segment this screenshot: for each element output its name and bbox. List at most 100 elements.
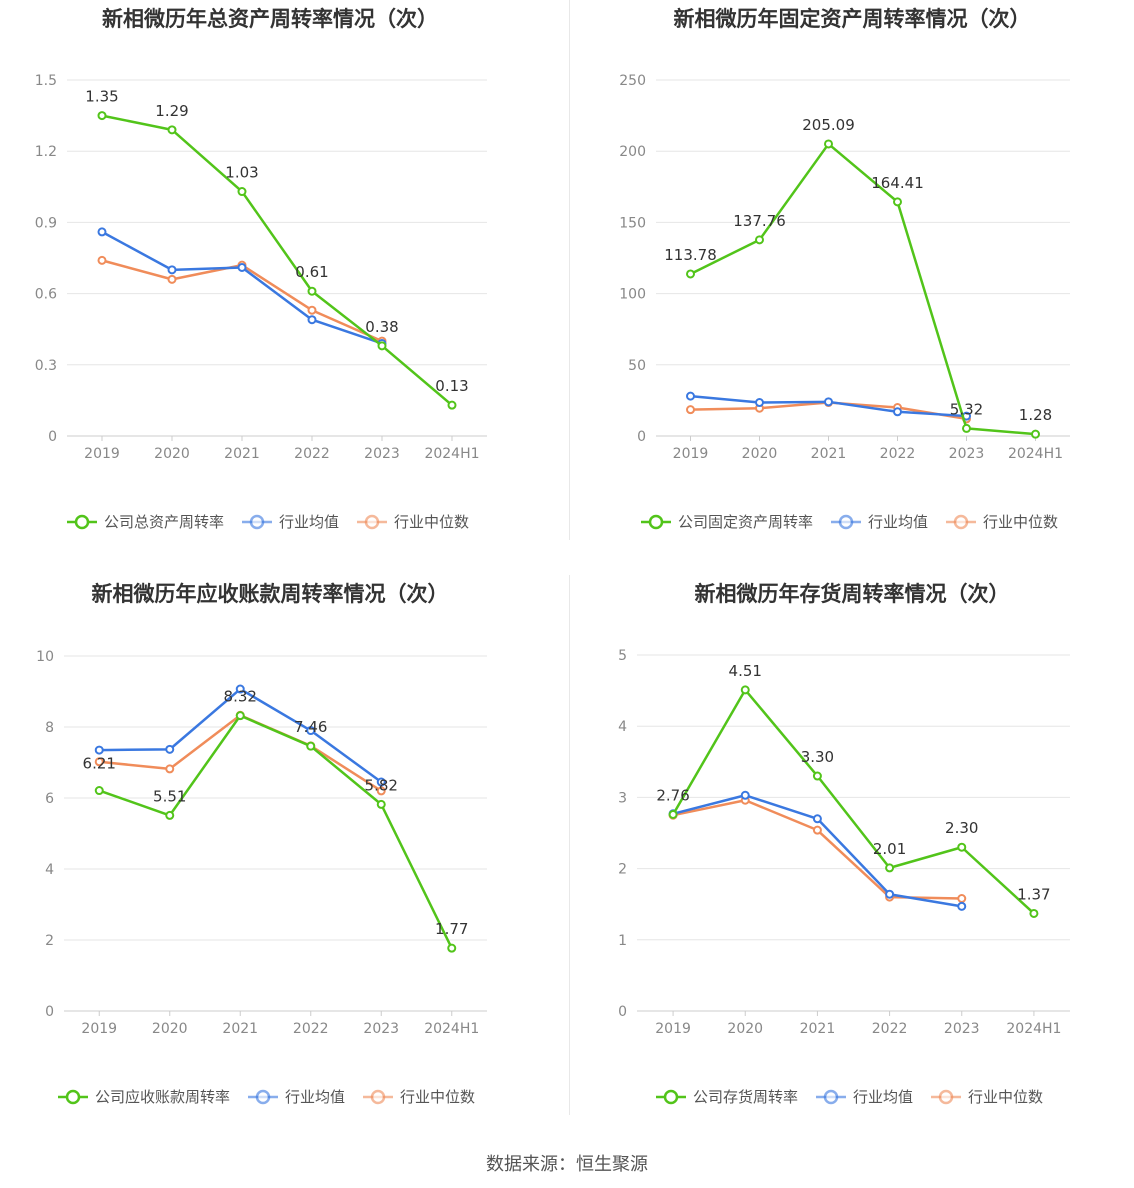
data-point-company — [1031, 429, 1040, 439]
data-point-company — [824, 139, 833, 149]
data-source-note: 数据来源：恒生聚源 — [486, 1154, 648, 1175]
legend-item-company: 公司总资产周转率 — [67, 513, 224, 531]
x-tick-label: 2020 — [727, 1021, 763, 1037]
data-point-company — [957, 842, 967, 852]
data-point-avg — [376, 777, 386, 787]
data-label: 2.76 — [656, 786, 689, 804]
chart-svg: 新相微历年固定资产周转率情况（次） 0 50 100 150 200 250 2019 2020… — [619, 7, 1070, 531]
series-avg — [97, 227, 387, 348]
chart-title: 新相微历年固定资产周转率情况（次） — [674, 7, 1031, 31]
x-tick-label: 2019 — [673, 446, 709, 462]
legend-item-avg: 行业均值 — [242, 513, 339, 531]
series-median — [668, 795, 967, 904]
data-label: 1.37 — [1017, 885, 1050, 903]
data-point-company — [306, 741, 316, 751]
data-label: 6.21 — [83, 755, 116, 773]
data-point-company — [755, 235, 764, 245]
legend-label: 公司固定资产周转率 — [678, 513, 813, 531]
x-tick-label: 2020 — [742, 446, 778, 462]
chart-title: 新相微历年应收账款周转率情况（次） — [92, 582, 449, 606]
series-avg — [686, 391, 971, 421]
data-point-company — [237, 187, 247, 197]
data-point-company — [94, 786, 104, 796]
data-point-avg — [167, 265, 177, 275]
series-company — [97, 111, 457, 410]
data-label: 5.32 — [950, 400, 983, 418]
y-tick-label: 10 — [36, 649, 54, 665]
x-tick-label: 2023 — [364, 446, 400, 462]
y-tick-label: 0.9 — [35, 215, 57, 231]
data-label: 0.13 — [435, 377, 468, 395]
x-tick-label: 2022 — [294, 446, 330, 462]
data-label: 1.35 — [85, 88, 118, 106]
y-tick-label: 1 — [618, 933, 627, 949]
x-tick-label: 2024H1 — [1008, 446, 1063, 462]
data-point-company — [962, 423, 971, 433]
data-point-avg — [306, 726, 316, 736]
legend-item-avg: 行业均值 — [248, 1088, 345, 1106]
legend-marker — [663, 1089, 679, 1105]
data-label: 164.41 — [871, 174, 924, 192]
legend-marker — [648, 514, 664, 530]
gridlines — [67, 79, 487, 366]
legend-label: 行业中位数 — [400, 1088, 475, 1106]
x-tick-label: 2020 — [154, 446, 190, 462]
series-line-company — [101, 114, 453, 407]
x-tick-label: 2024H1 — [424, 1021, 479, 1037]
vertical-divider-bottom — [569, 575, 570, 1115]
x-tick-label: 2019 — [81, 1021, 117, 1037]
data-point-median — [94, 757, 104, 767]
y-tick-label: 5 — [618, 648, 627, 664]
data-point-company — [668, 809, 678, 819]
data-point-median — [376, 786, 386, 796]
data-point-company — [235, 711, 245, 721]
x-tick-label: 2021 — [224, 446, 260, 462]
series-line-avg — [672, 794, 962, 908]
legend-marker — [838, 514, 854, 530]
series-company — [668, 685, 1039, 918]
data-label: 0.38 — [365, 318, 398, 336]
data-label: 5.82 — [365, 776, 398, 794]
y-tick-label: 250 — [619, 73, 646, 89]
x-tick-label: 2023 — [944, 1021, 980, 1037]
legend-item-avg: 行业均值 — [816, 1088, 913, 1106]
legend-label: 行业中位数 — [983, 513, 1058, 531]
total-asset-turnover-chart: 新相微历年总资产周转率情况（次） 0 0.3 0.6 0.9 1.2 1.5 2019 2020… — [0, 0, 567, 575]
legend-label: 行业中位数 — [968, 1088, 1043, 1106]
x-tick-label: 2022 — [293, 1021, 329, 1037]
y-tick-label: 3 — [618, 790, 627, 806]
x-tick-label: 2021 — [222, 1021, 258, 1037]
x-tick-label: 2022 — [880, 446, 916, 462]
data-point-company — [165, 810, 175, 820]
x-tick-label: 2021 — [811, 446, 847, 462]
data-point-avg — [812, 814, 822, 824]
legend-label: 公司总资产周转率 — [104, 513, 224, 531]
data-label: 2.01 — [873, 840, 906, 858]
data-point-median — [97, 255, 107, 265]
series-company — [686, 139, 1040, 439]
legend-item-median: 行业中位数 — [946, 513, 1058, 531]
y-tick-label: 200 — [619, 144, 646, 160]
legend-marker — [370, 1089, 386, 1105]
legend-marker — [953, 514, 969, 530]
data-point-company — [893, 197, 902, 207]
receivables-turnover-chart: 新相微历年应收账款周转率情况（次） 0 2 4 6 8 10 2019 2020 2021 2022… — [0, 575, 567, 1150]
data-label: 0.61 — [295, 263, 328, 281]
series-avg — [668, 790, 967, 911]
y-tick-label: 0 — [618, 1004, 627, 1020]
legend-item-company: 公司固定资产周转率 — [641, 513, 813, 531]
x-tick-label: 2020 — [152, 1021, 188, 1037]
series-line-company — [672, 688, 1035, 915]
data-point-avg — [94, 745, 104, 755]
y-tick-label: 0 — [48, 429, 57, 445]
x-tick-label: 2021 — [800, 1021, 836, 1037]
legend-marker — [823, 1089, 839, 1105]
legend-marker — [364, 514, 380, 530]
data-point-company — [307, 286, 317, 296]
series-avg — [94, 684, 386, 787]
legend-marker — [74, 514, 90, 530]
legend-label: 行业均值 — [285, 1088, 345, 1106]
y-tick-label: 4 — [45, 862, 54, 878]
data-point-avg — [307, 315, 317, 325]
data-label: 3.30 — [801, 748, 834, 766]
